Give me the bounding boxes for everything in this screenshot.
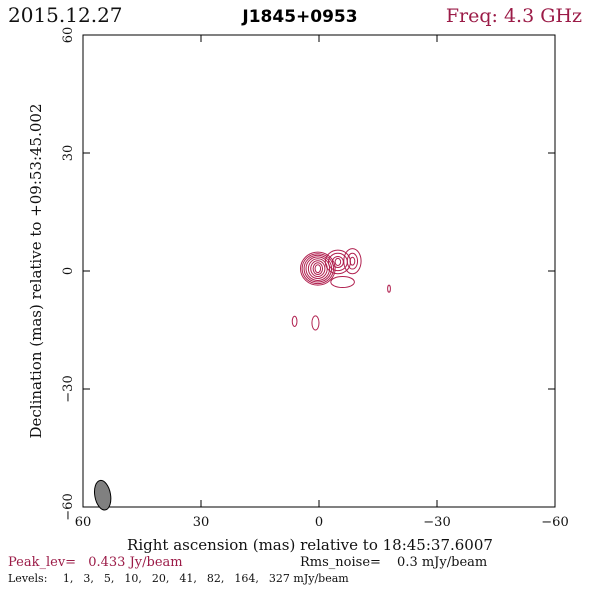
rms-noise: Rms_noise= 0.3 mJy/beam (300, 555, 487, 570)
beam-ellipse (93, 479, 112, 511)
contour-line (291, 315, 298, 327)
contour-component-blob-lower-center (311, 315, 320, 331)
contour-component-blob-right (387, 284, 391, 293)
level-value: 10, (124, 572, 142, 585)
frequency-label: Freq: 4.3 GHz (446, 5, 582, 27)
contour-line (300, 251, 336, 286)
level-value: 82, (207, 572, 225, 585)
contour-component-blob-lower-left (291, 315, 298, 327)
contour-line (334, 257, 342, 266)
peak-level: Peak_lev= 0.433 Jy/beam (8, 555, 183, 570)
level-value: 1, (63, 572, 74, 585)
x-tick-label: 0 (315, 515, 323, 530)
y-axis-label: Declination (mas) relative to +09:53:45.… (27, 103, 45, 438)
y-tick-label: 60 (61, 27, 76, 44)
x-tick-label: −60 (541, 515, 568, 530)
level-value: 20, (152, 572, 170, 585)
y-tick-label: 30 (61, 145, 76, 162)
contour-line (312, 262, 324, 276)
y-tick-label: −30 (61, 375, 76, 402)
contour-line (349, 256, 356, 266)
level-value: 41, (179, 572, 197, 585)
contour-line (343, 248, 362, 275)
level-value: 164, (234, 572, 259, 585)
source-name: J1845+0953 (241, 7, 357, 27)
beam-group (93, 479, 112, 511)
plot-frame (82, 34, 556, 508)
contour-line (311, 315, 320, 331)
peak-level-value: 0.433 Jy/beam (88, 555, 182, 570)
level-value: 327 mJy/beam (269, 572, 349, 585)
y-tick-label: −60 (61, 493, 76, 520)
contour-group (291, 248, 391, 331)
level-value: 5, (104, 572, 115, 585)
contour-line (310, 260, 326, 278)
observation-date: 2015.12.27 (8, 3, 123, 27)
contour-component-jet-extension (330, 276, 355, 289)
contour-line (314, 264, 322, 274)
rms-noise-label: Rms_noise= (300, 555, 381, 570)
contour-line (387, 284, 391, 293)
x-axis-label: Right ascension (mas) relative to 18:45:… (127, 536, 493, 554)
contour-line (346, 252, 359, 270)
x-tick-label: 60 (75, 515, 92, 530)
contour-component-jet-tail (343, 248, 362, 275)
x-tick-label: 30 (193, 515, 210, 530)
contour-line (305, 256, 331, 281)
contour-levels: Levels: 1, 3, 5, 10, 20, 41, 82, 164, 327 mJy/be… (8, 572, 349, 585)
contour-line (301, 253, 335, 285)
contour-line (330, 276, 355, 289)
x-tick-label: −30 (423, 515, 450, 530)
level-value: 3, (83, 572, 94, 585)
rms-noise-value: 0.3 mJy/beam (397, 555, 487, 570)
peak-level-label: Peak_lev= (8, 555, 76, 570)
levels-label: Levels: (8, 572, 47, 585)
y-tick-label: 0 (61, 267, 76, 275)
